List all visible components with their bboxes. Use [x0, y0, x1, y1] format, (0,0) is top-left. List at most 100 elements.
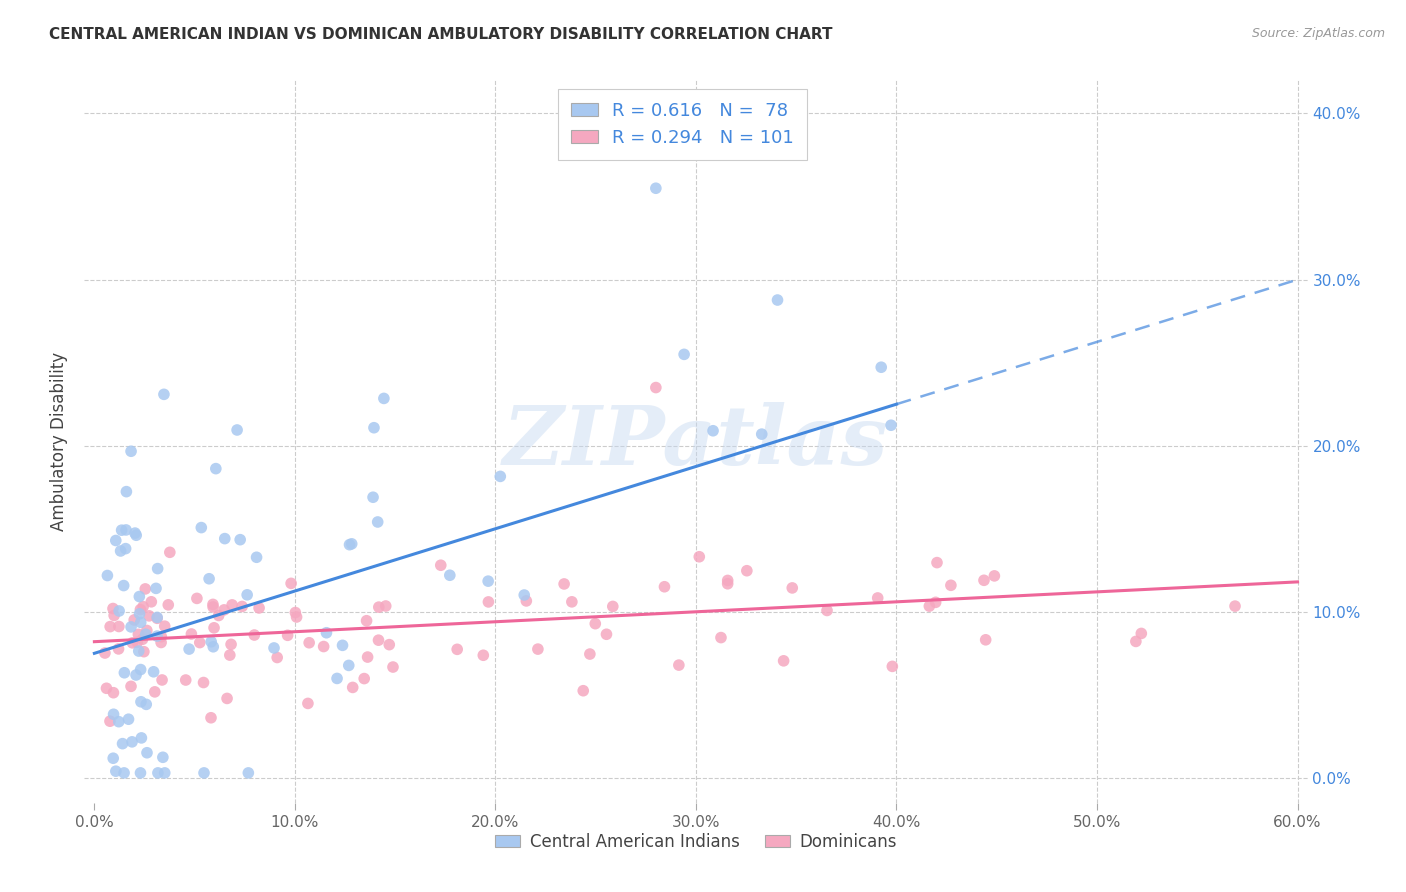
Point: [446, 642, 468, 657]
Legend: Central American Indians, Dominicans: Central American Indians, Dominicans: [486, 825, 905, 860]
Point: [136, 746, 159, 760]
Point: [127, 627, 149, 641]
Point: [128, 607, 150, 621]
Point: [146, 610, 169, 624]
Point: [1130, 626, 1153, 640]
Point: [128, 644, 150, 658]
Point: [382, 660, 405, 674]
Point: [135, 627, 157, 641]
Point: [229, 533, 252, 547]
Point: [924, 595, 946, 609]
Point: [374, 599, 396, 613]
Point: [766, 293, 789, 307]
Point: [373, 392, 395, 406]
Point: [129, 765, 152, 780]
Point: [226, 423, 249, 437]
Point: [103, 707, 125, 722]
Point: [127, 635, 149, 649]
Point: [710, 631, 733, 645]
Point: [644, 181, 666, 195]
Point: [1223, 599, 1246, 614]
Point: [153, 619, 176, 633]
Point: [143, 685, 166, 699]
Point: [326, 672, 349, 686]
Point: [367, 600, 389, 615]
Point: [238, 765, 260, 780]
Point: [186, 591, 208, 606]
Point: [120, 620, 142, 634]
Point: [245, 550, 267, 565]
Point: [188, 635, 211, 649]
Point: [129, 615, 152, 630]
Point: [104, 533, 127, 548]
Point: [193, 765, 215, 780]
Point: [202, 621, 225, 635]
Point: [200, 634, 222, 648]
Point: [925, 556, 948, 570]
Point: [735, 564, 758, 578]
Point: [429, 558, 451, 573]
Point: [215, 691, 238, 706]
Point: [190, 520, 212, 534]
Point: [439, 568, 461, 582]
Point: [96, 681, 118, 696]
Text: CENTRAL AMERICAN INDIAN VS DOMINICAN AMBULATORY DISABILITY CORRELATION CHART: CENTRAL AMERICAN INDIAN VS DOMINICAN AMB…: [49, 27, 832, 42]
Point: [132, 645, 155, 659]
Point: [214, 532, 236, 546]
Point: [236, 588, 259, 602]
Point: [579, 647, 602, 661]
Point: [135, 624, 157, 638]
Point: [135, 698, 157, 712]
Point: [815, 603, 838, 617]
Point: [153, 765, 176, 780]
Point: [125, 668, 148, 682]
Point: [340, 537, 363, 551]
Point: [717, 574, 740, 588]
Point: [108, 619, 131, 633]
Point: [107, 714, 129, 729]
Point: [122, 613, 145, 627]
Point: [513, 588, 536, 602]
Point: [114, 541, 136, 556]
Point: [94, 646, 117, 660]
Point: [472, 648, 495, 663]
Point: [315, 625, 337, 640]
Point: [117, 712, 139, 726]
Point: [297, 697, 319, 711]
Point: [702, 424, 724, 438]
Point: [150, 635, 173, 649]
Point: [150, 630, 173, 644]
Point: [553, 577, 575, 591]
Point: [356, 614, 378, 628]
Point: [780, 581, 803, 595]
Point: [120, 679, 142, 693]
Text: Source: ZipAtlas.com: Source: ZipAtlas.com: [1251, 27, 1385, 40]
Point: [145, 582, 167, 596]
Point: [361, 490, 384, 504]
Point: [202, 640, 225, 654]
Point: [98, 714, 121, 729]
Point: [150, 673, 173, 687]
Point: [146, 611, 169, 625]
Point: [751, 427, 773, 442]
Point: [174, 673, 197, 687]
Point: [527, 642, 550, 657]
Point: [212, 603, 235, 617]
Point: [602, 599, 624, 614]
Point: [120, 444, 142, 458]
Point: [104, 764, 127, 779]
Y-axis label: Ambulatory Disability: Ambulatory Disability: [49, 352, 67, 531]
Point: [1125, 634, 1147, 648]
Point: [138, 608, 160, 623]
Point: [561, 595, 583, 609]
Point: [205, 461, 228, 475]
Point: [152, 750, 174, 764]
Point: [263, 640, 285, 655]
Point: [128, 590, 150, 604]
Point: [132, 599, 155, 614]
Point: [112, 665, 135, 680]
Point: [918, 599, 941, 613]
Point: [356, 650, 378, 665]
Point: [131, 632, 153, 647]
Point: [180, 627, 202, 641]
